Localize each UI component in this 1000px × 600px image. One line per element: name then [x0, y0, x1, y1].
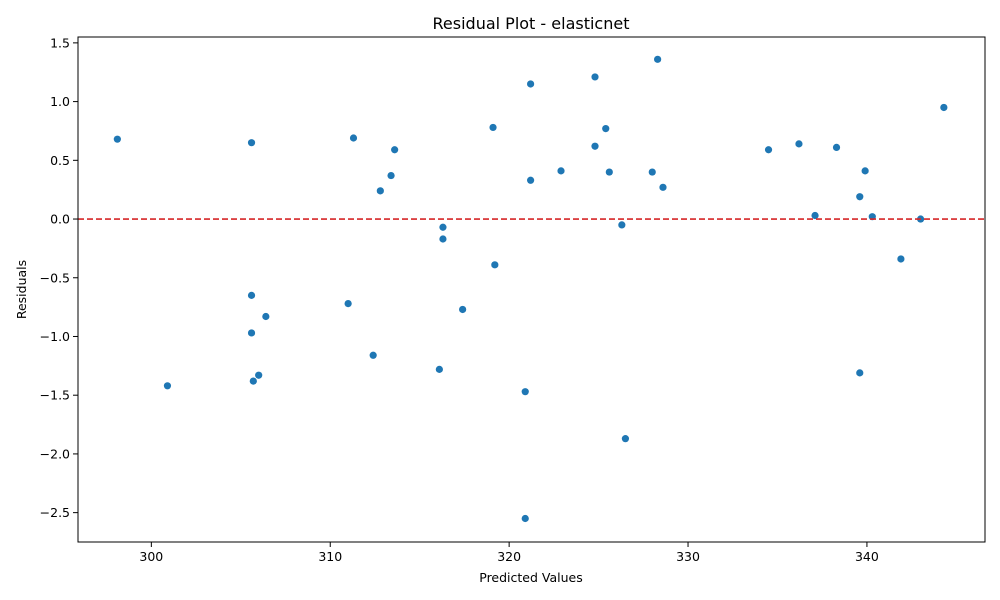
residual-point — [621, 435, 630, 443]
plot-area — [78, 55, 985, 523]
axis-ticks: 300 310 320 330 340 1.5 1.0 0.5 0.0 −0.5 −1.0 −1.5 −… — [40, 35, 879, 564]
residual-point — [249, 377, 257, 385]
y-axis-label: Residuals — [14, 260, 29, 319]
residual-point — [861, 167, 869, 175]
residual-point — [527, 80, 535, 88]
residual-point — [811, 211, 819, 220]
residual-point — [521, 514, 529, 523]
residual-point — [659, 183, 667, 191]
residual-point — [349, 134, 358, 142]
y-tick-label: −1.0 — [40, 329, 70, 344]
residual-point — [163, 382, 172, 390]
residual-point — [940, 103, 948, 112]
residual-point — [591, 142, 599, 150]
residual-point — [618, 221, 626, 229]
x-axis-label: Predicted Values — [479, 570, 583, 585]
residual-point — [605, 168, 613, 176]
residual-point — [527, 176, 535, 184]
residual-point — [489, 123, 497, 132]
residual-point — [391, 146, 399, 154]
y-tick-label: 1.0 — [50, 94, 70, 109]
residual-point — [262, 312, 270, 321]
residual-point — [856, 369, 864, 377]
y-tick-label: 0.0 — [50, 212, 70, 227]
residual-point — [247, 329, 256, 337]
residual-point — [557, 167, 565, 175]
residual-point — [521, 388, 529, 396]
residual-point — [247, 291, 256, 299]
chart-title: Residual Plot - elasticnet — [433, 14, 630, 33]
plot-frame — [77, 36, 986, 543]
x-tick-label: 340 — [855, 549, 879, 564]
residual-point — [764, 146, 773, 154]
residual-point — [654, 55, 662, 63]
y-tick-label: 0.5 — [50, 153, 70, 168]
y-tick-label: −2.5 — [40, 505, 70, 520]
residual-point — [369, 351, 377, 359]
y-tick-label: −2.0 — [40, 446, 70, 461]
y-tick-label: −0.5 — [40, 270, 70, 285]
x-tick-label: 320 — [497, 549, 521, 564]
residual-point — [491, 261, 499, 269]
residual-point — [113, 135, 121, 143]
residual-point — [856, 193, 864, 201]
residual-point — [376, 187, 384, 195]
residual-point — [439, 235, 447, 243]
residual-point — [897, 255, 905, 263]
residual-point — [832, 143, 841, 151]
x-tick-label: 300 — [139, 549, 163, 564]
residual-point — [255, 371, 263, 379]
residual-point — [591, 73, 599, 81]
x-tick-label: 310 — [318, 549, 342, 564]
residual-point — [247, 139, 256, 147]
residual-point — [387, 171, 395, 180]
residual-point — [648, 168, 656, 176]
residual-point — [459, 305, 467, 314]
residual-point — [439, 223, 447, 231]
residual-point — [344, 299, 352, 308]
residual-point — [435, 365, 443, 373]
y-tick-label: 1.5 — [50, 35, 70, 50]
residual-point — [602, 125, 610, 133]
x-tick-label: 330 — [676, 549, 700, 564]
y-tick-label: −1.5 — [40, 388, 70, 403]
residual-point — [795, 140, 803, 148]
